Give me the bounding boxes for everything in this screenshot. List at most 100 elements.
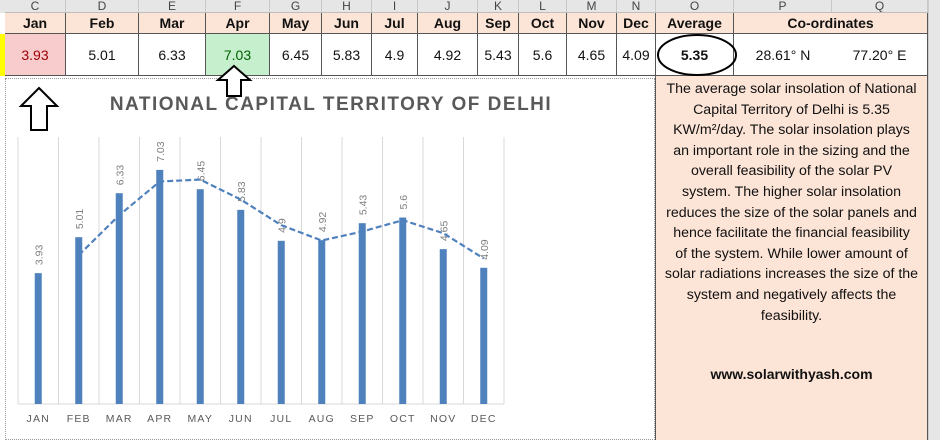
column-header-K[interactable]: K [478, 0, 519, 13]
month-header-cell[interactable]: Sep [478, 13, 519, 34]
textbox-line: an important role in the sizing and the [673, 142, 910, 159]
month-header-cell[interactable]: Dec [617, 13, 656, 34]
month-header-cell[interactable]: Oct [519, 13, 567, 34]
website-link[interactable]: www.solarwithyash.com [710, 366, 873, 382]
column-header-H[interactable]: H [322, 0, 372, 13]
column-header-P[interactable]: P [734, 0, 832, 13]
bar-jun [237, 209, 245, 404]
data-label: 4.92 [317, 212, 329, 233]
textbox-line: hence facilitate the financial feasibili… [673, 225, 910, 242]
column-header-G[interactable]: G [270, 0, 322, 13]
textbox-line: overall feasibility of the solar PV [690, 163, 893, 180]
x-tick-label: SEP [350, 413, 375, 425]
month-value-cell[interactable]: 5.43 [478, 34, 519, 76]
column-header-Q[interactable]: Q [832, 0, 928, 13]
chart-svg: NATIONAL CAPITAL TERRITORY OF DELHI 3.93 J… [17, 94, 552, 425]
bar-may [196, 189, 204, 404]
data-label: 5.83 [236, 181, 248, 202]
textbox-line: system and negatively affects the [686, 286, 897, 303]
column-header-D[interactable]: D [66, 0, 139, 13]
x-tick-label: NOV [430, 413, 456, 425]
column-header-C[interactable]: C [5, 0, 66, 13]
column-header-L[interactable]: L [519, 0, 567, 13]
month-value-cell[interactable]: 5.83 [322, 34, 372, 76]
x-tick-label: JUL [270, 413, 292, 425]
x-tick-label: DEC [471, 413, 497, 425]
x-tick-label: MAY [187, 413, 213, 425]
column-header-J[interactable]: J [418, 0, 478, 13]
month-value-cell[interactable]: 4.65 [567, 34, 617, 76]
bar-apr [156, 169, 164, 404]
month-header-cell[interactable]: Mar [139, 13, 206, 34]
x-tick-label: MAR [106, 413, 133, 425]
bar-jul [277, 240, 285, 404]
x-tick-label: JAN [27, 413, 50, 425]
month-header-cell[interactable]: Jul [372, 13, 418, 34]
month-value-cell[interactable]: 5.6 [519, 34, 567, 76]
trendline [77, 178, 485, 260]
month-value-cell[interactable]: 5.01 [66, 34, 139, 76]
row-header-corner [0, 0, 5, 13]
textbox-line: reduces the size of the solar panels and [666, 204, 917, 221]
textbox-line: The average solar insolation of National [666, 81, 917, 97]
column-header-N[interactable]: N [617, 0, 656, 13]
month-header-cell[interactable]: Nov [567, 13, 617, 34]
column-header-F[interactable]: F [206, 0, 270, 13]
data-label: 5.43 [357, 195, 369, 216]
data-label: 6.33 [114, 165, 126, 186]
month-value-cell[interactable]: 4.09 [617, 34, 656, 76]
column-header-E[interactable]: E [139, 0, 206, 13]
data-label: 7.03 [155, 141, 167, 162]
up-arrow-icon [18, 86, 60, 131]
data-label: 4.09 [479, 239, 491, 260]
data-label: 5.01 [74, 209, 86, 230]
x-tick-label: OCT [390, 413, 416, 425]
textbox-line: KW/m²/day. The solar insolation plays [673, 122, 910, 139]
x-tick-label: FEB [67, 413, 91, 425]
month-value-cell[interactable]: 4.9 [372, 34, 418, 76]
month-value-cell[interactable]: 3.93 [5, 34, 66, 76]
bar-sep [358, 223, 366, 404]
x-tick-label: APR [147, 413, 172, 425]
bar-mar [115, 193, 123, 404]
month-header-cell[interactable]: Jun [322, 13, 372, 34]
average-header-cell[interactable]: Average [656, 13, 734, 34]
bar-aug [318, 240, 326, 404]
bar-feb [75, 237, 83, 404]
textbox-line: system. The higher solar insolation [682, 183, 901, 200]
textbox-line: feasibility. [760, 307, 823, 324]
vertical-scrollbar[interactable] [928, 0, 940, 440]
data-label: 4.65 [438, 221, 450, 242]
column-header-O[interactable]: O [656, 0, 734, 13]
data-label: 5.6 [398, 195, 410, 210]
bar-nov [439, 249, 447, 404]
month-value-cell[interactable]: 6.33 [139, 34, 206, 76]
textbox-line: solar radiations increases the size of t… [664, 266, 919, 283]
bar-oct [399, 217, 407, 404]
chart-title: NATIONAL CAPITAL TERRITORY OF DELHI [110, 94, 552, 115]
x-tick-label: JUN [229, 413, 253, 425]
chart[interactable]: NATIONAL CAPITAL TERRITORY OF DELHI 3.93 J… [5, 78, 655, 440]
coordinates-header-cell[interactable]: Co-ordinates [734, 13, 928, 34]
bar-jan [34, 273, 42, 404]
month-header-cell[interactable]: Apr [206, 13, 270, 34]
textbox-line: of the system. While lower amount of [675, 245, 908, 262]
highlight-ellipse [657, 34, 737, 76]
up-arrow-icon [215, 64, 253, 97]
column-header-I[interactable]: I [372, 0, 418, 13]
textbox-line: Capital Territory of Delhi is 5.35 [693, 101, 890, 118]
x-tick-label: AUG [309, 413, 335, 425]
month-header-cell[interactable]: Jan [5, 13, 66, 34]
longitude-cell[interactable]: 77.20° E [832, 34, 928, 76]
description-textbox[interactable]: The average solar insolation of National… [655, 76, 928, 440]
month-header-cell[interactable]: Feb [66, 13, 139, 34]
latitude-cell[interactable]: 28.61° N [734, 34, 832, 76]
month-value-cell[interactable]: 6.45 [270, 34, 322, 76]
month-header-cell[interactable]: May [270, 13, 322, 34]
bar-dec [480, 267, 488, 404]
column-header-M[interactable]: M [567, 0, 617, 13]
data-label: 6.45 [195, 161, 207, 182]
selected-row-indicator [0, 34, 5, 76]
month-header-cell[interactable]: Aug [418, 13, 478, 34]
month-value-cell[interactable]: 4.92 [418, 34, 478, 76]
